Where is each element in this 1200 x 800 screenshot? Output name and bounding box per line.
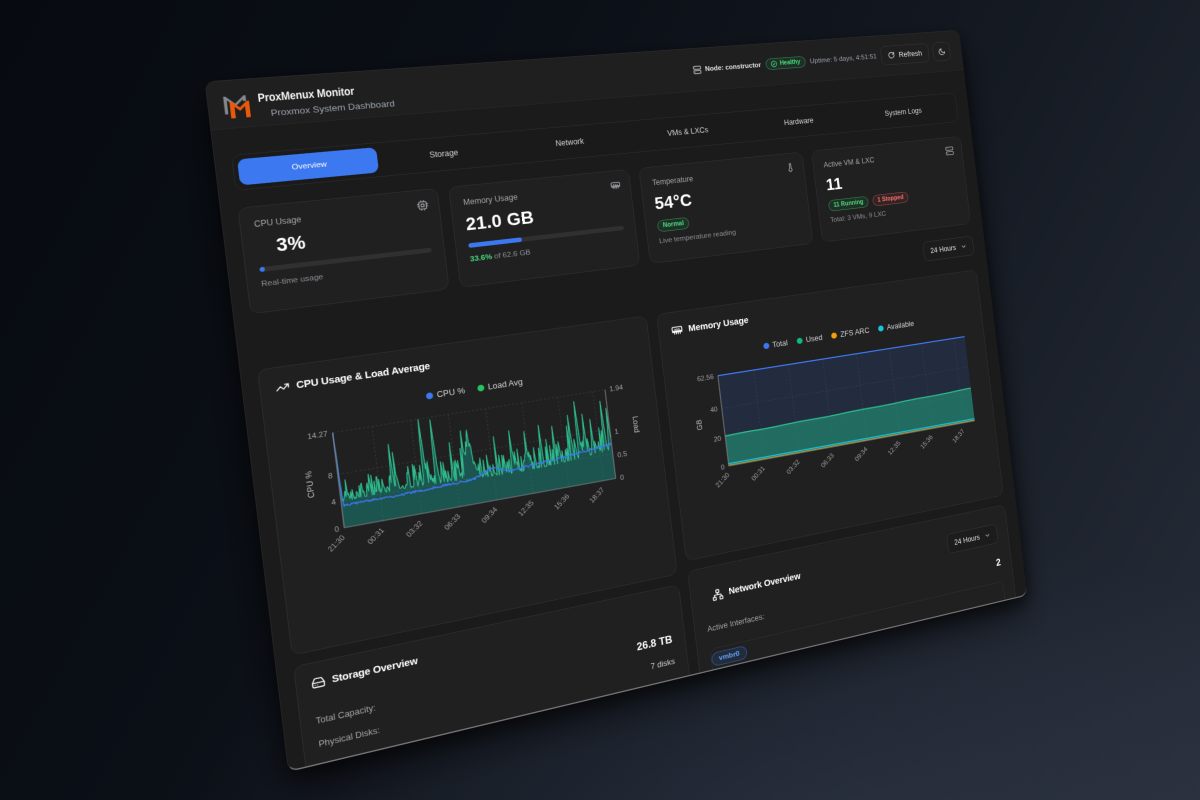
svg-text:CPU %: CPU % [303, 470, 316, 498]
svg-text:06:33: 06:33 [443, 512, 463, 531]
svg-text:18:37: 18:37 [588, 486, 606, 505]
svg-text:09:34: 09:34 [480, 505, 499, 524]
svg-text:15:36: 15:36 [919, 433, 934, 450]
svg-text:21:30: 21:30 [714, 471, 731, 489]
svg-text:40: 40 [710, 406, 719, 415]
svg-text:20: 20 [713, 435, 722, 444]
svg-text:0.5: 0.5 [617, 450, 628, 459]
svg-text:1: 1 [614, 428, 619, 436]
svg-text:0: 0 [334, 525, 340, 534]
svg-text:06:33: 06:33 [820, 452, 836, 469]
svg-text:00:31: 00:31 [366, 526, 386, 546]
svg-text:18:37: 18:37 [951, 428, 966, 445]
svg-text:62.56: 62.56 [697, 373, 715, 383]
svg-text:03:32: 03:32 [405, 519, 425, 539]
svg-text:03:32: 03:32 [785, 458, 801, 476]
svg-text:Load: Load [631, 415, 641, 433]
svg-text:00:31: 00:31 [750, 464, 767, 482]
svg-text:GB: GB [695, 419, 704, 431]
svg-text:09:34: 09:34 [853, 445, 869, 462]
svg-text:12:35: 12:35 [887, 439, 902, 456]
svg-text:1.94: 1.94 [609, 384, 624, 394]
svg-text:0: 0 [721, 463, 726, 471]
svg-text:4: 4 [331, 498, 337, 507]
svg-text:8: 8 [328, 472, 334, 481]
svg-text:12:35: 12:35 [517, 499, 536, 518]
svg-text:14.27: 14.27 [307, 430, 329, 441]
svg-text:21:30: 21:30 [326, 533, 347, 553]
svg-text:15:36: 15:36 [553, 492, 572, 511]
svg-text:0: 0 [620, 474, 625, 482]
